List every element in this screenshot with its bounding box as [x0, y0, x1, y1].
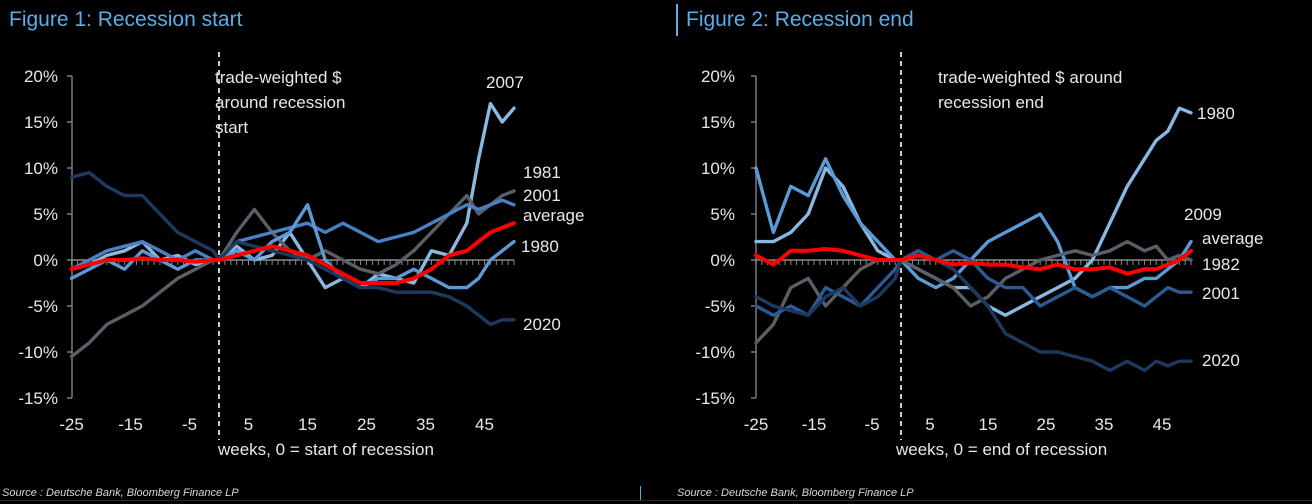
- series-line-average: [754, 247, 1193, 276]
- y-tick-label: -10%: [695, 343, 735, 362]
- series-label-2020: 2020: [1202, 351, 1240, 370]
- series-label-2020: 2020: [523, 315, 561, 334]
- x-tick-label: 15: [979, 415, 998, 434]
- series-label-average: average: [523, 206, 584, 225]
- y-tick-label: 20%: [701, 67, 735, 86]
- series-label-2009: 2009: [1184, 205, 1222, 224]
- chart-2-plot: -15% -10% -5% 0% 5% 10% 15% 20% -25 -15 -5 5 15 25 35 4…: [695, 52, 1263, 459]
- series-line-1981: [69, 189, 516, 359]
- x-tick-label: 25: [1037, 415, 1056, 434]
- x-tick-label: 25: [357, 415, 376, 434]
- series-label-1981: 1981: [523, 163, 561, 182]
- series-line-average: [69, 221, 516, 285]
- series-line-1980: [69, 203, 516, 290]
- chart-title: Figure 1: Recession start: [9, 8, 243, 31]
- x-tick-label: -15: [802, 415, 827, 434]
- source-divider: [640, 486, 641, 500]
- annotation-text: trade-weighted $ around: [938, 68, 1122, 87]
- series-line-1982: [754, 239, 1193, 345]
- footer-rule: [0, 500, 656, 501]
- y-tick-label: 0%: [710, 251, 735, 270]
- y-tick-label: -15%: [695, 389, 735, 408]
- x-tick-label: 5: [925, 415, 934, 434]
- y-tick-label: 20%: [24, 67, 58, 86]
- x-tick-label: 15: [298, 415, 317, 434]
- y-tick-label: 10%: [701, 159, 735, 178]
- x-tick-label: -5: [182, 415, 197, 434]
- x-tick-label: -15: [118, 415, 143, 434]
- series-label-2001: 2001: [523, 186, 561, 205]
- figure-2-panel: Figure 2: Recession end -15% -10% -5% 0% 5% 1…: [640, 0, 1312, 504]
- y-tick-label: -15%: [18, 389, 58, 408]
- x-tick-label: 45: [1153, 415, 1172, 434]
- x-tick-label: -25: [744, 415, 769, 434]
- x-axis-label: weeks, 0 = start of recession: [217, 440, 434, 459]
- chart-1-plot: -15% -10% -5% 0% 5% 10% 15% 20% -25 -15 -5 5 15 25 35 4…: [18, 52, 584, 459]
- series-label-1980: 1980: [521, 237, 559, 256]
- chart-title: Figure 2: Recession end: [686, 8, 914, 31]
- source-note: Source : Deutsche Bank, Bloomberg Financ…: [2, 487, 239, 499]
- y-tick-label: 5%: [33, 205, 58, 224]
- series-label-1980: 1980: [1197, 104, 1235, 123]
- x-tick-label: 35: [1095, 415, 1114, 434]
- series-line-1980: [754, 106, 1193, 317]
- y-tick-label: -10%: [18, 343, 58, 362]
- x-axis-label: weeks, 0 = end of recession: [895, 440, 1107, 459]
- title-accent-bar: [676, 4, 678, 36]
- source-note: Source : Deutsche Bank, Bloomberg Financ…: [677, 487, 914, 499]
- series-line-2001: [69, 198, 516, 271]
- series-line-2007: [69, 101, 516, 290]
- x-tick-label: 35: [416, 415, 435, 434]
- series-label-2007: 2007: [486, 73, 524, 92]
- y-tick-label: 15%: [701, 113, 735, 132]
- y-tick-label: 5%: [710, 205, 735, 224]
- y-tick-label: -5%: [28, 297, 58, 316]
- x-tick-label: 5: [244, 415, 253, 434]
- series-label-1982: 1982: [1202, 255, 1240, 274]
- series-line-2020: [69, 170, 516, 327]
- figure-1-panel: Figure 1: Recession start -15% -10% -5% 0% 5…: [0, 8, 656, 501]
- footer-rule: [656, 500, 1312, 501]
- x-tick-label: -25: [59, 415, 84, 434]
- y-tick-label: 15%: [24, 113, 58, 132]
- annotation-text: recession end: [938, 93, 1044, 112]
- series-line-2020: [754, 253, 1193, 373]
- x-tick-label: 45: [475, 415, 494, 434]
- y-tick-label: 0%: [33, 251, 58, 270]
- series-label-2001: 2001: [1202, 284, 1240, 303]
- series-line-2009: [754, 157, 1193, 299]
- y-tick-label: -5%: [705, 297, 735, 316]
- annotation-text: start: [215, 118, 248, 137]
- y-tick-label: 10%: [24, 159, 58, 178]
- series-label-average: average: [1202, 229, 1263, 248]
- x-tick-label: -5: [864, 415, 879, 434]
- annotation-text: around recession: [215, 93, 345, 112]
- annotation-text: trade-weighted $: [215, 68, 342, 87]
